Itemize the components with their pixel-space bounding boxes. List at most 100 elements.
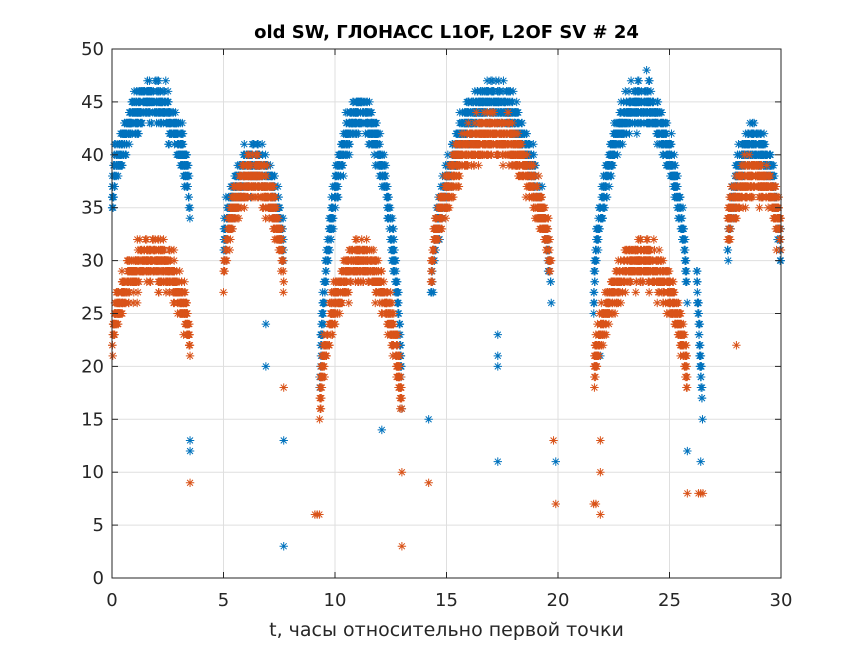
data-point: [663, 140, 673, 149]
data-point: [614, 118, 623, 128]
data-point: [343, 288, 353, 297]
data-point-outlier: [551, 457, 560, 466]
data-point: [147, 118, 156, 128]
data-point: [170, 118, 180, 128]
data-point: [655, 108, 664, 117]
data-point: [133, 288, 143, 297]
data-point: [275, 245, 284, 255]
data-point: [173, 129, 183, 138]
data-point: [697, 393, 707, 403]
data-point: [678, 224, 687, 234]
data-point: [344, 140, 354, 149]
data-point: [637, 118, 646, 128]
data-point: [315, 393, 325, 403]
data-point: [118, 298, 127, 308]
data-point: [325, 224, 334, 234]
data-point: [375, 298, 385, 308]
data-point: [360, 108, 370, 117]
data-point: [155, 97, 165, 107]
data-point: [393, 362, 402, 371]
data-point-outlier: [493, 457, 502, 466]
data-point: [363, 245, 372, 255]
data-point: [146, 87, 156, 96]
data-point: [133, 118, 142, 128]
data-point: [476, 87, 485, 96]
data-point: [330, 319, 340, 329]
data-point: [625, 97, 634, 107]
data-point: [667, 129, 676, 138]
data-point: [163, 97, 173, 107]
data-point: [331, 203, 340, 212]
data-point: [145, 277, 155, 286]
data-point: [108, 351, 117, 361]
data-point: [680, 256, 690, 265]
data-point: [392, 341, 401, 350]
data-point-outlier: [493, 330, 502, 339]
data-point: [184, 171, 194, 181]
data-point: [654, 140, 664, 149]
data-point: [171, 108, 180, 117]
data-point: [589, 298, 598, 308]
data-point: [372, 266, 381, 276]
data-point-outlier: [683, 446, 692, 456]
data-point: [678, 235, 687, 244]
data-point: [693, 288, 702, 297]
data-point: [391, 330, 400, 339]
data-point: [695, 341, 704, 350]
data-point: [698, 415, 707, 424]
data-point: [109, 319, 118, 329]
data-point: [631, 108, 640, 117]
data-point: [173, 140, 183, 149]
data-point: [125, 140, 134, 149]
data-point: [173, 288, 182, 297]
data-point: [249, 140, 258, 149]
data-point: [278, 266, 288, 276]
data-point: [152, 87, 162, 96]
data-point: [277, 256, 286, 265]
data-point: [366, 256, 376, 265]
data-point: [695, 351, 704, 361]
data-point: [349, 118, 358, 128]
data-point: [748, 129, 757, 138]
data-point: [640, 97, 649, 107]
data-point: [143, 245, 152, 255]
data-point: [133, 235, 142, 244]
data-point: [156, 256, 165, 265]
data-point-outlier: [424, 415, 433, 424]
data-point: [161, 76, 170, 85]
data-point: [595, 203, 604, 212]
data-point: [385, 319, 394, 329]
data-point: [383, 214, 392, 223]
data-point: [594, 214, 603, 223]
data-point: [693, 277, 702, 286]
data-point: [335, 298, 345, 308]
series-layer: [107, 65, 786, 551]
data-point: [645, 118, 655, 128]
data-point: [751, 140, 761, 149]
data-point: [696, 372, 706, 382]
data-point-outlier: [279, 542, 288, 551]
data-point: [323, 256, 332, 265]
data-point: [397, 404, 407, 413]
data-point: [320, 341, 329, 350]
data-point: [610, 140, 620, 149]
data-point: [253, 140, 262, 149]
data-point: [483, 97, 492, 107]
data-point: [632, 129, 642, 138]
data-point: [156, 118, 166, 128]
data-point: [129, 87, 139, 96]
data-point-outlier: [696, 457, 705, 466]
data-point: [152, 76, 162, 85]
data-point: [180, 298, 189, 308]
data-point: [487, 76, 497, 85]
data-point: [391, 277, 400, 286]
data-point: [692, 266, 702, 276]
data-point: [184, 203, 194, 212]
data-point: [118, 150, 128, 159]
data-point: [180, 161, 189, 170]
data-point: [268, 171, 277, 181]
data-point: [362, 235, 371, 244]
data-point: [109, 330, 119, 339]
data-point: [316, 404, 325, 413]
data-point: [590, 266, 600, 276]
